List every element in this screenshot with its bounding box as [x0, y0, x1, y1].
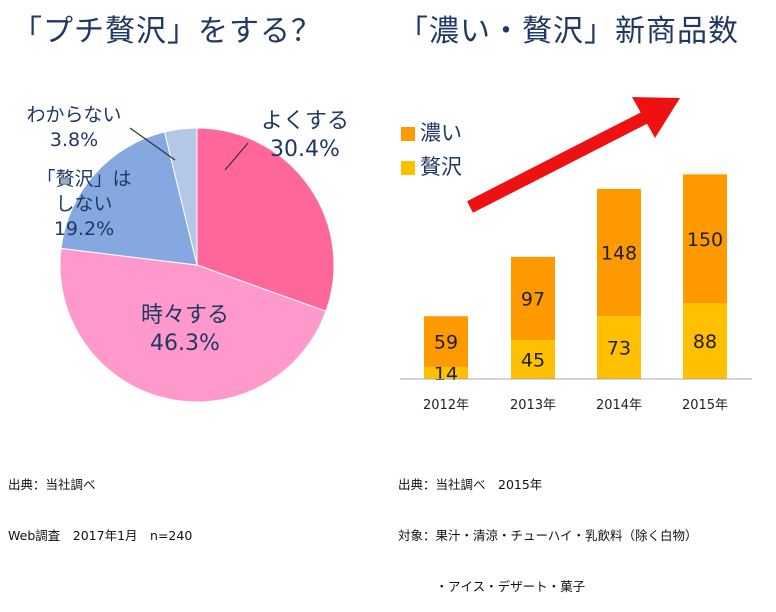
- leader-line-3: [129, 127, 176, 161]
- bar-chart-title: 「濃い・贅沢」新商品数: [398, 14, 739, 49]
- pie-value-2: 19.2%: [54, 218, 114, 240]
- pie-label-0: よくする: [261, 109, 349, 134]
- source-note-left: 出典：当社調べ Web調査 2017年1月 n=240: [8, 442, 192, 561]
- x-tick-1: 2013年: [510, 398, 556, 413]
- bar-zeitaku-2: [597, 316, 641, 379]
- x-tick-2: 2014年: [596, 398, 642, 413]
- bar-koi-0: [424, 316, 468, 367]
- bar-koi-1: [511, 256, 555, 341]
- bar-value-1-1: 97: [521, 289, 545, 311]
- pie-slice-1: [59, 247, 327, 403]
- pie-value-3: 3.8%: [50, 129, 98, 151]
- stacked-bar-chart: 14592012年45972013年731482014年881502015年濃い…: [400, 97, 752, 413]
- legend-label-0: 濃い: [420, 121, 462, 145]
- x-tick-3: 2015年: [682, 398, 728, 413]
- bar-value-1-2: 148: [601, 243, 637, 265]
- pie-label-2-1: しない: [55, 193, 112, 215]
- bar-koi-3: [683, 174, 727, 304]
- note-right-line-1: 出典：当社調べ 2015年: [398, 477, 543, 492]
- bar-zeitaku-0: [424, 366, 468, 379]
- note-right-line-2: 対象：果汁・清涼・チューハイ・乳飲料（除く白物）: [398, 528, 698, 543]
- note-left-line-2: Web調査 2017年1月 n=240: [8, 528, 193, 543]
- note-left-line-1: 出典：当社調べ: [8, 477, 96, 492]
- trend-arrow-head: [632, 97, 680, 138]
- bar-zeitaku-3: [683, 303, 727, 379]
- pie-label-3: わからない: [26, 104, 121, 126]
- legend-swatch-1: [401, 161, 415, 175]
- x-tick-0: 2012年: [423, 398, 469, 413]
- pie-label-1: 時々する: [141, 303, 229, 328]
- pie-slice-2: [60, 131, 198, 266]
- pie-value-0: 30.4%: [270, 137, 340, 162]
- pie-value-1: 46.3%: [150, 331, 220, 356]
- bar-value-0-3: 88: [693, 331, 717, 353]
- pie-label-2-0: 「贅沢」は: [36, 168, 131, 190]
- leader-line-0: [224, 142, 249, 171]
- note-right-line-3: ・アイス・デザート・菓子: [398, 579, 586, 594]
- trend-arrow-shaft: [467, 111, 649, 213]
- legend-label-1: 贅沢: [420, 155, 462, 179]
- source-note-right: 出典：当社調べ 2015年 対象：果汁・清涼・チューハイ・乳飲料（除く白物） ・…: [398, 442, 698, 612]
- legend-swatch-0: [401, 127, 415, 141]
- bar-value-0-1: 45: [521, 350, 545, 372]
- pie-slice-3: [163, 127, 198, 266]
- pie-slice-0: [196, 127, 335, 312]
- pie-chart-title: 「プチ贅沢」をする？: [12, 14, 322, 49]
- bar-zeitaku-1: [511, 340, 555, 379]
- bar-value-1-3: 150: [687, 229, 723, 251]
- bar-value-0-2: 73: [607, 338, 631, 360]
- bar-koi-2: [597, 188, 641, 317]
- bar-value-1-0: 59: [434, 332, 458, 354]
